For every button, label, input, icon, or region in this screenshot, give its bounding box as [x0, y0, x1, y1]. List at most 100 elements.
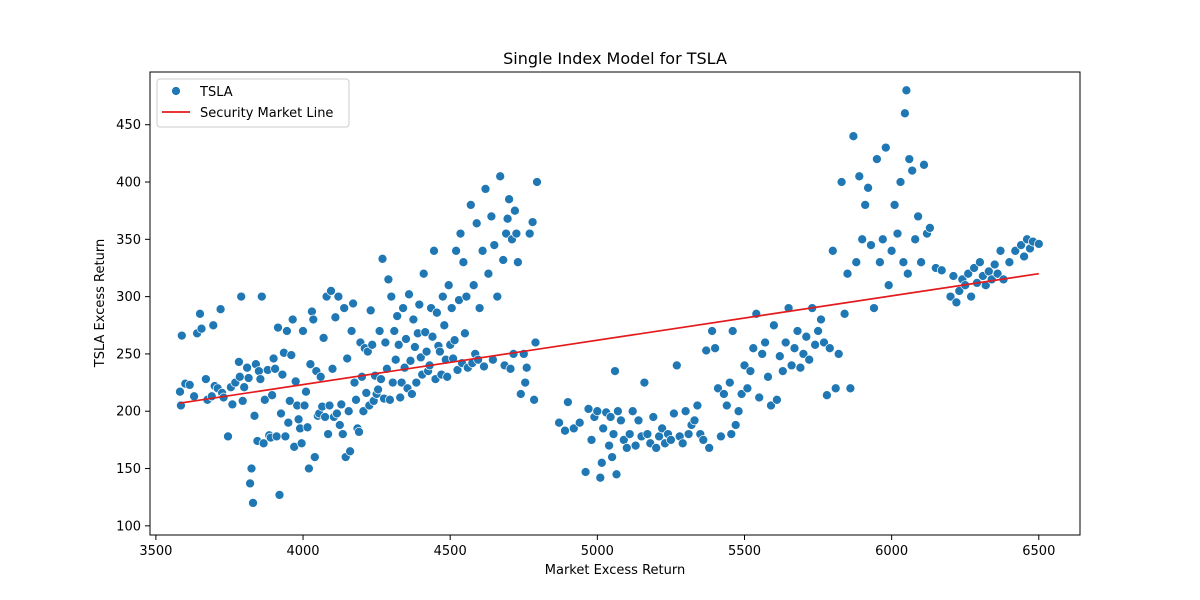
legend-box — [156, 78, 350, 128]
data-point — [889, 200, 900, 210]
data-point — [969, 263, 979, 273]
data-point — [827, 245, 838, 256]
data-point — [243, 373, 254, 383]
data-point — [907, 165, 918, 176]
data-point — [195, 308, 205, 319]
x-tick-label: 6500 — [1022, 544, 1055, 559]
data-point — [293, 414, 304, 425]
data-point — [1004, 257, 1015, 268]
x-tick-label: 5000 — [581, 544, 614, 559]
data-point — [461, 291, 472, 302]
data-point — [842, 268, 853, 279]
data-point — [326, 286, 336, 296]
data-point — [414, 299, 425, 310]
data-point — [860, 200, 871, 210]
data-point — [479, 361, 489, 372]
data-point — [704, 443, 715, 453]
data-point — [374, 326, 385, 336]
data-point — [324, 400, 335, 411]
data-point — [349, 377, 360, 388]
data-point — [895, 177, 906, 187]
data-point — [919, 159, 929, 170]
chart-title: Single Index Model for TSLA — [503, 49, 727, 68]
data-point — [621, 443, 632, 453]
data-point — [786, 360, 797, 371]
data-point — [692, 400, 703, 411]
data-point — [287, 314, 298, 325]
data-point — [677, 438, 688, 449]
data-point — [833, 349, 844, 359]
data-point — [816, 314, 826, 325]
data-point — [966, 291, 976, 302]
data-point — [642, 429, 653, 439]
data-point — [1033, 239, 1044, 249]
data-point — [336, 399, 347, 410]
data-point — [521, 362, 532, 373]
data-point — [465, 200, 476, 210]
data-point — [530, 337, 541, 348]
data-point — [385, 394, 395, 405]
data-point — [471, 218, 482, 229]
legend-marker-tsla — [171, 86, 181, 96]
data-point — [810, 339, 820, 350]
data-point — [227, 399, 238, 410]
data-point — [258, 438, 269, 449]
data-point — [527, 217, 538, 227]
data-point — [563, 397, 573, 407]
data-point — [608, 429, 619, 439]
data-point — [267, 390, 277, 401]
data-point — [951, 297, 962, 308]
data-point — [651, 443, 662, 453]
data-point — [568, 423, 579, 434]
data-point — [883, 280, 894, 291]
data-point — [845, 383, 856, 394]
data-point — [666, 435, 676, 445]
data-point — [333, 291, 344, 302]
data-point — [429, 245, 439, 256]
data-point — [830, 383, 841, 394]
data-point — [819, 337, 829, 348]
data-point — [1010, 245, 1021, 256]
data-point — [745, 366, 756, 376]
y-tick-label: 300 — [116, 290, 141, 305]
data-point — [648, 412, 659, 422]
data-point — [358, 406, 369, 417]
data-point — [857, 234, 868, 245]
data-point — [995, 245, 1006, 256]
data-point — [339, 303, 350, 313]
data-point — [458, 257, 469, 268]
data-point — [239, 382, 250, 393]
data-point — [616, 415, 626, 426]
data-point — [448, 353, 458, 364]
data-point — [282, 326, 292, 336]
data-point — [769, 320, 779, 331]
data-point — [795, 362, 806, 373]
data-point — [320, 412, 330, 422]
data-point — [554, 417, 564, 428]
y-axis-label: TSLA Excess Return — [93, 239, 108, 368]
data-point — [583, 404, 594, 414]
data-point — [719, 389, 729, 399]
data-point — [460, 328, 470, 339]
x-tick-label: 3500 — [139, 544, 172, 559]
data-point — [789, 343, 800, 354]
data-point — [630, 440, 641, 451]
data-point — [305, 359, 316, 370]
data-point — [477, 245, 488, 256]
data-point — [813, 326, 823, 336]
data-point — [886, 245, 897, 256]
data-point — [283, 417, 294, 428]
data-point — [405, 355, 416, 366]
data-point — [259, 394, 270, 405]
data-point — [739, 360, 750, 371]
data-point — [607, 452, 617, 462]
data-point — [299, 400, 310, 411]
data-point — [501, 228, 511, 239]
data-point — [495, 171, 506, 182]
y-axis-ticks: 100 150 200 250 300 350 400 450 — [116, 118, 150, 534]
data-point — [256, 291, 267, 302]
x-tick-label: 5500 — [728, 544, 761, 559]
data-point — [580, 467, 591, 477]
data-point — [486, 211, 497, 222]
data-point — [337, 429, 348, 439]
